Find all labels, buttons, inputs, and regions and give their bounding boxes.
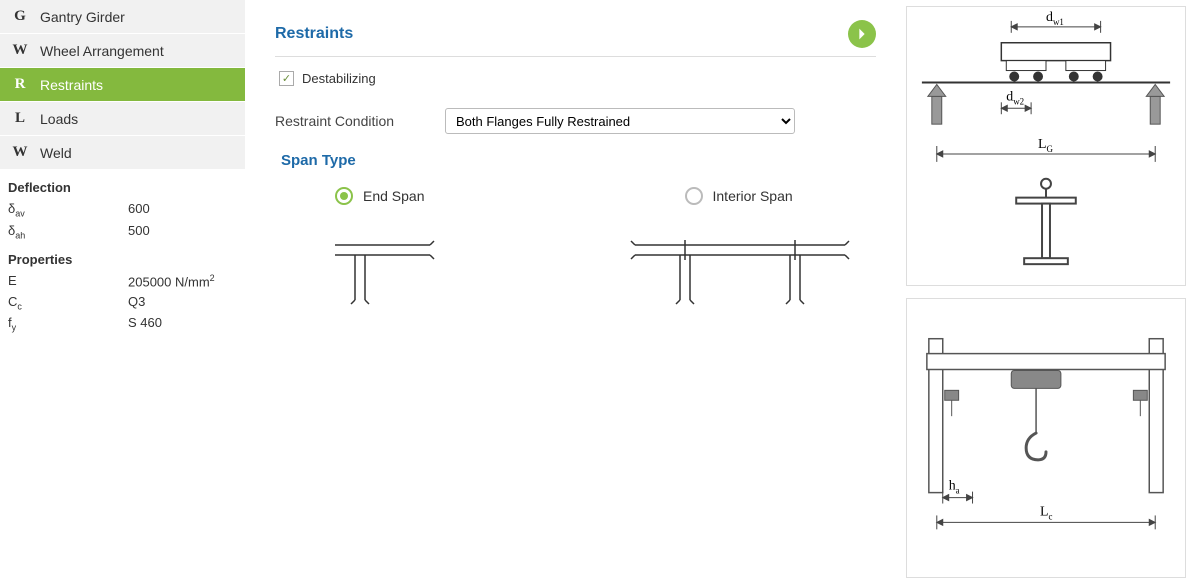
properties-sections: Deflectionδav600δah500PropertiesE205000 … bbox=[0, 170, 245, 335]
right-panels: dw1 dw2 bbox=[906, 0, 1196, 579]
nav-item-gantry-girder[interactable]: GGantry Girder bbox=[0, 0, 245, 34]
property-value: 600 bbox=[128, 201, 150, 219]
property-row: fyS 460 bbox=[0, 313, 245, 335]
nav-label: Gantry Girder bbox=[40, 9, 125, 25]
checkbox-label: Destabilizing bbox=[302, 71, 376, 86]
nav-label: Loads bbox=[40, 111, 78, 127]
radio-label: Interior Span bbox=[713, 188, 793, 204]
property-value: 500 bbox=[128, 223, 150, 241]
nav-label: Restraints bbox=[40, 77, 103, 93]
nav-key: W bbox=[0, 144, 40, 161]
section-title: Deflection bbox=[0, 170, 245, 199]
arrow-right-icon bbox=[854, 26, 870, 42]
nav-item-wheel-arrangement[interactable]: WWheel Arrangement bbox=[0, 34, 245, 68]
nav-key: W bbox=[0, 42, 40, 59]
property-label: fy bbox=[8, 315, 128, 333]
nav-item-restraints[interactable]: RRestraints bbox=[0, 68, 245, 102]
sidebar: GGantry GirderWWheel ArrangementRRestrai… bbox=[0, 0, 245, 579]
radio-icon bbox=[335, 187, 353, 205]
bottom-diagram-panel: ha Lc bbox=[906, 298, 1186, 578]
page-title: Restraints bbox=[275, 25, 353, 43]
nav-label: Wheel Arrangement bbox=[40, 43, 164, 59]
main-header: Restraints bbox=[275, 20, 876, 57]
checkbox-icon: ✓ bbox=[279, 71, 294, 86]
property-row: E205000 N/mm2 bbox=[0, 271, 245, 291]
property-label: δah bbox=[8, 223, 128, 241]
property-value: 205000 N/mm2 bbox=[128, 273, 215, 289]
span-type-title: Span Type bbox=[281, 152, 876, 169]
crane-elevation-diagram: ha Lc bbox=[907, 299, 1185, 577]
dw1-label: dw1 bbox=[1046, 10, 1064, 27]
main-panel: Restraints ✓ Destabilizing Restraint Con… bbox=[245, 0, 906, 579]
next-button[interactable] bbox=[848, 20, 876, 48]
nav-label: Weld bbox=[40, 145, 72, 161]
section-title: Properties bbox=[0, 242, 245, 271]
restraint-condition-select[interactable]: Both Flanges Fully Restrained bbox=[445, 108, 795, 134]
restraint-condition-label: Restraint Condition bbox=[275, 113, 445, 129]
nav-key: G bbox=[0, 8, 40, 25]
radio-interior-span[interactable]: Interior Span bbox=[685, 187, 793, 205]
crane-plan-diagram: dw1 dw2 bbox=[907, 7, 1185, 285]
property-row: δah500 bbox=[0, 221, 245, 243]
ha-label: ha bbox=[949, 479, 960, 496]
radio-icon bbox=[685, 187, 703, 205]
property-label: δav bbox=[8, 201, 128, 219]
nav-key: L bbox=[0, 110, 40, 127]
lc-label: Lc bbox=[1040, 504, 1053, 521]
span-type-radios: End Span Interior Span bbox=[335, 187, 876, 205]
span-diagrams bbox=[335, 225, 876, 315]
lg-label: LG bbox=[1038, 137, 1054, 154]
property-row: CcQ3 bbox=[0, 292, 245, 314]
nav-item-weld[interactable]: WWeld bbox=[0, 136, 245, 170]
interior-span-diagram bbox=[625, 225, 855, 315]
nav-list: GGantry GirderWWheel ArrangementRRestrai… bbox=[0, 0, 245, 170]
top-diagram-panel: dw1 dw2 bbox=[906, 6, 1186, 286]
property-label: Cc bbox=[8, 294, 128, 312]
radio-end-span[interactable]: End Span bbox=[335, 187, 425, 205]
nav-item-loads[interactable]: LLoads bbox=[0, 102, 245, 136]
destabilizing-checkbox[interactable]: ✓ Destabilizing bbox=[279, 71, 876, 86]
property-row: δav600 bbox=[0, 199, 245, 221]
property-value: Q3 bbox=[128, 294, 145, 312]
property-label: E bbox=[8, 273, 128, 289]
nav-key: R bbox=[0, 76, 40, 93]
dw2-label: dw2 bbox=[1006, 89, 1024, 106]
restraint-condition-row: Restraint Condition Both Flanges Fully R… bbox=[275, 108, 876, 134]
end-span-diagram bbox=[335, 225, 445, 315]
property-value: S 460 bbox=[128, 315, 162, 333]
radio-label: End Span bbox=[363, 188, 425, 204]
